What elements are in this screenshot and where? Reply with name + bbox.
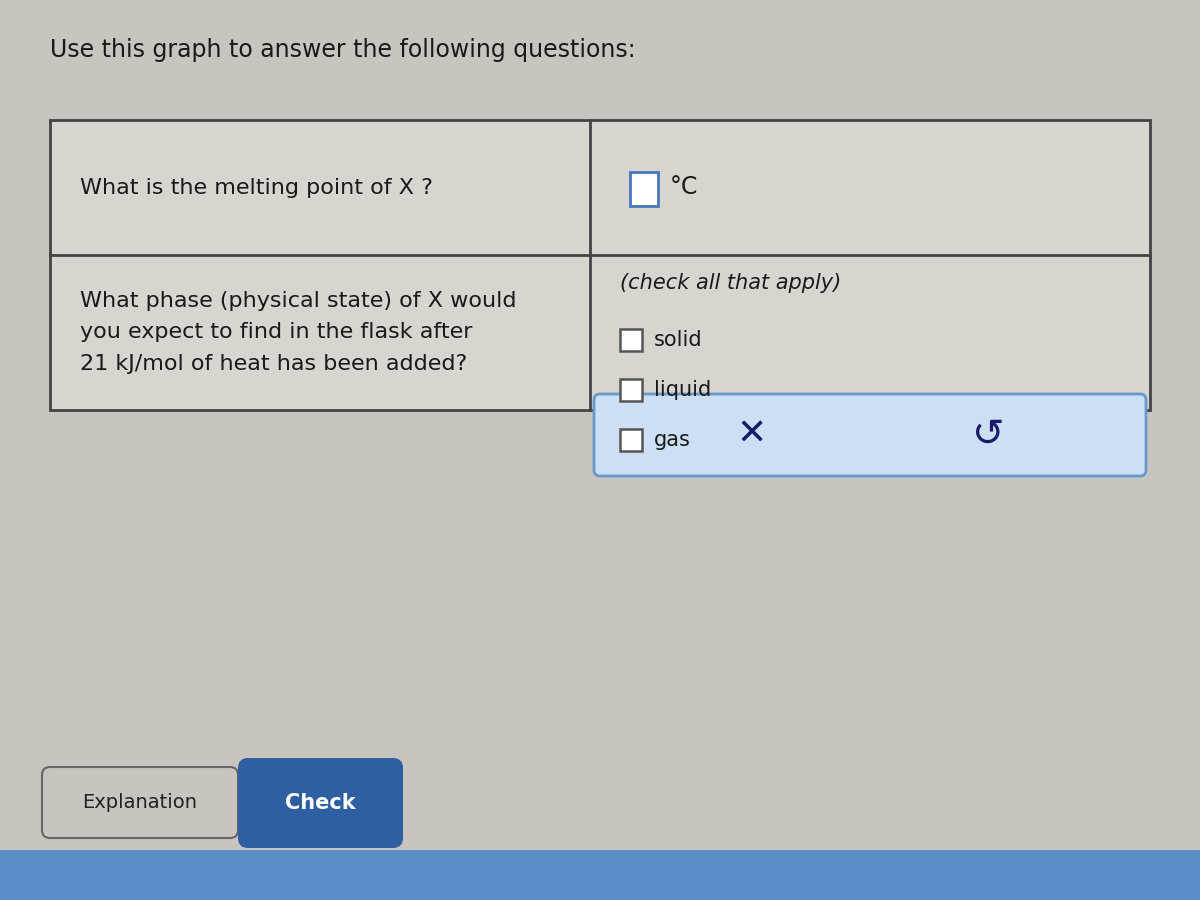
Text: Use this graph to answer the following questions:: Use this graph to answer the following q… xyxy=(50,38,636,62)
Text: °C: °C xyxy=(670,176,698,200)
FancyBboxPatch shape xyxy=(620,329,642,351)
Text: ✕: ✕ xyxy=(736,418,767,452)
Text: What phase (physical state) of X would
you expect to find in the flask after
21 : What phase (physical state) of X would y… xyxy=(80,292,516,374)
Text: (check all that apply): (check all that apply) xyxy=(620,273,841,293)
FancyBboxPatch shape xyxy=(594,394,1146,476)
FancyBboxPatch shape xyxy=(42,767,238,838)
FancyBboxPatch shape xyxy=(0,850,1200,900)
Text: Explanation: Explanation xyxy=(83,794,198,813)
Text: ↺: ↺ xyxy=(972,416,1006,454)
FancyBboxPatch shape xyxy=(238,758,403,848)
Text: liquid: liquid xyxy=(654,380,712,400)
Text: gas: gas xyxy=(654,430,691,450)
Text: What is the melting point of X ?: What is the melting point of X ? xyxy=(80,177,433,197)
Text: solid: solid xyxy=(654,330,703,350)
FancyBboxPatch shape xyxy=(50,120,1150,410)
FancyBboxPatch shape xyxy=(620,429,642,451)
FancyBboxPatch shape xyxy=(630,172,658,205)
Text: Check: Check xyxy=(284,793,355,813)
FancyBboxPatch shape xyxy=(620,379,642,401)
FancyBboxPatch shape xyxy=(0,470,1200,850)
